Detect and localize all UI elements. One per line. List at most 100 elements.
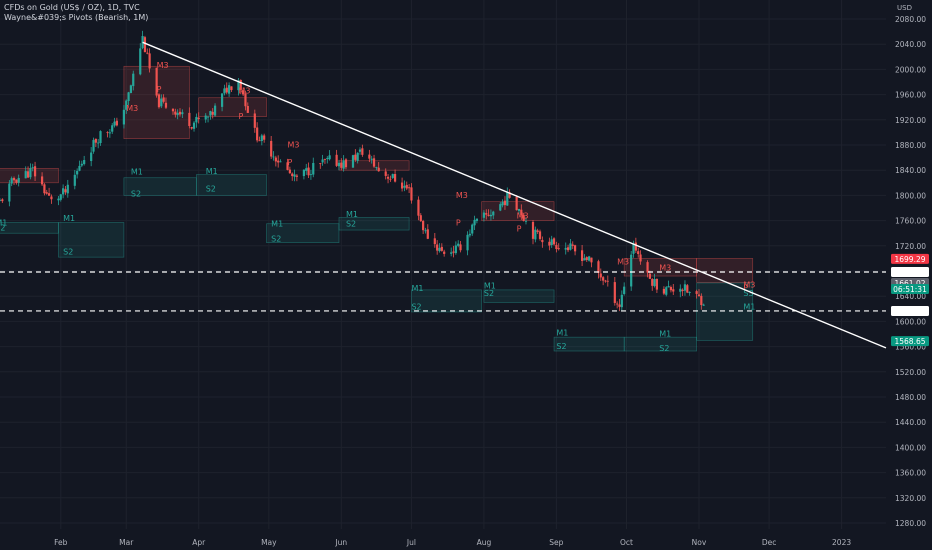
candle-up — [667, 286, 670, 288]
price-badge — [891, 253, 929, 264]
candle-down — [239, 80, 242, 90]
candle-up — [108, 132, 111, 134]
candle-down — [12, 177, 16, 181]
x-tick-label: Jul — [406, 538, 416, 547]
candle-up — [326, 158, 329, 160]
pivot-label: S2 — [556, 342, 566, 351]
candle-up — [475, 218, 478, 221]
candle-up — [424, 230, 427, 232]
candle-up — [351, 155, 355, 168]
y-tick-label: 1520.00 — [895, 368, 926, 377]
candle-down — [552, 238, 556, 245]
candle-down — [197, 117, 200, 120]
candle-down — [662, 288, 666, 294]
candle-up — [195, 116, 198, 123]
support-zone — [338, 217, 410, 231]
y-tick-label: 1600.00 — [895, 317, 926, 326]
candle-down — [389, 178, 392, 180]
pivot-label: M3 — [456, 191, 468, 200]
candle-down — [225, 87, 228, 93]
candle-up — [375, 167, 378, 169]
candle-up — [492, 211, 495, 216]
candle-up — [125, 100, 128, 110]
candle-down — [162, 97, 165, 102]
y-tick-label: 2000.00 — [895, 65, 926, 74]
candle-up — [588, 256, 591, 261]
candle-down — [146, 52, 149, 54]
candle-down — [433, 238, 436, 245]
candle-down — [606, 280, 609, 282]
candle-down — [700, 295, 703, 306]
y-tick-label: 1640.00 — [895, 292, 926, 301]
candle-down — [557, 248, 560, 250]
candle-down — [307, 167, 310, 176]
candle-down — [106, 132, 109, 133]
candle-down — [295, 175, 298, 177]
candle-up — [227, 85, 231, 94]
candle-down — [384, 171, 387, 176]
y-tick-label: 1440.00 — [895, 418, 926, 427]
candle-up — [272, 156, 275, 158]
price-badge — [891, 283, 929, 294]
pivot-label: S2 — [484, 289, 494, 298]
y-tick-label: 1320.00 — [895, 494, 926, 503]
candle-down — [459, 244, 462, 251]
indicator-title[interactable]: Wayne&#039;s Pivots (Bearish, 1M) — [4, 13, 149, 22]
candle-down — [408, 187, 411, 189]
candle-down — [410, 187, 413, 201]
candle-up — [305, 168, 308, 171]
candle-up — [309, 174, 313, 175]
pivot-label: M1 — [63, 214, 75, 223]
candle-up — [501, 201, 504, 206]
y-tick-label: 1760.00 — [895, 217, 926, 226]
candle-down — [452, 251, 455, 253]
candle-up — [550, 239, 553, 246]
pivot-label: S2 — [131, 190, 141, 199]
candle-up — [122, 109, 125, 125]
candle-up — [370, 158, 373, 160]
pivot-label: M1 — [743, 302, 755, 311]
x-tick-label: 2023 — [832, 538, 851, 547]
candle-down — [487, 214, 490, 216]
support-zone — [411, 289, 482, 313]
candle-up — [29, 168, 32, 178]
time-axis[interactable]: Feb Mar Apr May Jun Jul Aug Sep Oct Nov Dec 2023 — [54, 538, 851, 547]
candle-up — [62, 188, 65, 195]
pivot-label: M1 — [206, 167, 218, 176]
candle-down — [602, 277, 605, 281]
candle-up — [517, 208, 521, 211]
candle-down — [538, 231, 542, 239]
x-tick-label: Aug — [477, 538, 492, 547]
price-badge-label: 06:51:31 — [893, 285, 927, 294]
candle-down — [646, 262, 649, 273]
candle-down — [651, 279, 654, 286]
candle-down — [368, 154, 371, 159]
candle-up — [24, 171, 27, 179]
pivot-label: P — [743, 284, 748, 293]
candle-down — [323, 159, 327, 160]
candle-down — [263, 135, 266, 140]
candle-up — [468, 233, 471, 236]
symbol-title[interactable]: CFDs on Gold (US$ / OZ), 1D, TVC — [4, 3, 140, 12]
candle-up — [220, 93, 224, 107]
candle-up — [471, 224, 474, 234]
candle-down — [599, 273, 602, 278]
candle-down — [639, 254, 642, 262]
support-zone — [196, 174, 267, 196]
candle-down — [274, 157, 277, 162]
pivot-label: S2 — [659, 344, 669, 353]
candle-down — [64, 189, 67, 193]
candle-down — [531, 221, 535, 239]
pivot-label: M1 — [659, 330, 671, 339]
candle-down — [541, 239, 544, 243]
candle-up — [391, 174, 394, 178]
candle-down — [672, 289, 675, 292]
trendline — [142, 41, 887, 349]
candle-down — [361, 148, 364, 155]
candle-down — [143, 37, 147, 53]
candle-down — [618, 304, 621, 307]
candle-down — [246, 105, 249, 113]
candle-up — [90, 152, 93, 162]
candle-down — [503, 200, 507, 206]
